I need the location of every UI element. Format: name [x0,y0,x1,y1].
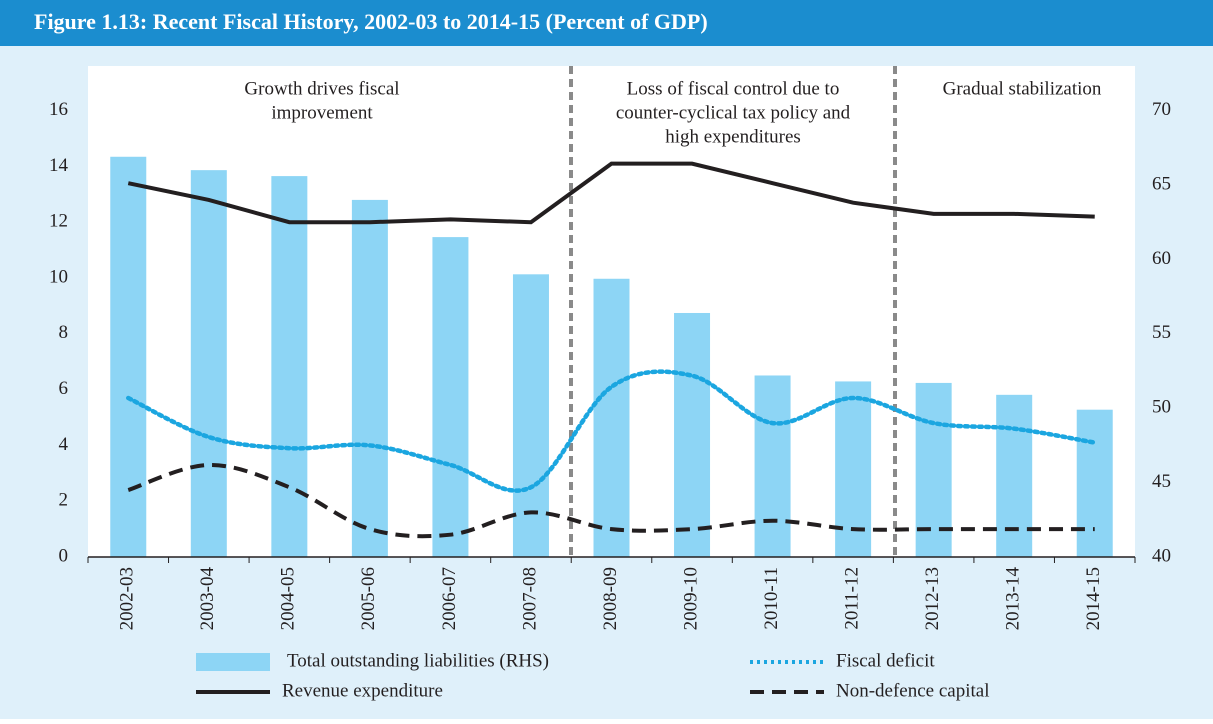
y2-tick-label: 70 [1152,99,1171,120]
x-tick-label: 2003-04 [197,567,218,631]
series-line [127,161,1095,225]
bar [996,394,1033,557]
legend-swatch [196,653,270,671]
bar [674,312,711,557]
y-tick-label: 4 [59,434,69,455]
x-tick-label: 2009-10 [680,567,701,630]
x-tick-label: 2013-14 [1003,567,1024,631]
y-tick-label: 16 [49,99,68,120]
annotation: high expenditures [665,126,801,147]
legend-label: Total outstanding liabilities (RHS) [287,650,549,671]
y2-tick-label: 40 [1152,545,1171,566]
annotation: improvement [271,102,373,123]
y-tick-label: 10 [49,266,68,287]
title-bar [0,0,1213,46]
annotation: Loss of fiscal control due to [627,78,840,99]
legend-label: Fiscal deficit [836,650,935,671]
y-tick-label: 14 [49,155,69,176]
bar [593,278,630,557]
x-tick-label: 2006-07 [439,567,460,630]
annotation: Growth drives fiscal [244,78,399,99]
x-tick-label: 2011-12 [841,567,862,630]
y-tick-label: 12 [49,211,68,232]
x-tick-label: 2005-06 [358,567,379,630]
legend-label: Revenue expenditure [282,680,443,701]
bar [351,199,388,557]
bar [190,170,227,557]
x-tick-label: 2007-08 [519,567,540,630]
y2-tick-label: 65 [1152,173,1171,194]
y-tick-label: 0 [59,545,69,566]
series-line [127,462,1095,539]
bar [271,176,308,557]
bar [1076,409,1113,557]
y2-tick-label: 55 [1152,322,1171,343]
annotation: Gradual stabilization [943,78,1102,99]
y-tick-label: 8 [59,322,69,343]
bar [512,274,549,557]
x-tick-label: 2010-11 [761,567,782,630]
y2-tick-label: 50 [1152,397,1171,418]
annotation: counter-cyclical tax policy and [616,102,851,123]
y2-tick-label: 45 [1152,471,1171,492]
x-tick-label: 2012-13 [922,567,943,630]
y2-tick-label: 60 [1152,248,1171,269]
x-tick-label: 2014-15 [1083,567,1104,630]
y-tick-label: 6 [59,378,69,399]
y-tick-label: 2 [59,490,69,511]
series-line [126,369,1097,493]
bar [754,375,791,557]
chart-title: Figure 1.13: Recent Fiscal History, 2002… [34,9,708,34]
x-tick-label: 2004-05 [278,567,299,630]
bar [110,156,147,557]
legend-label: Non-defence capital [836,680,990,701]
x-tick-label: 2008-09 [600,567,621,630]
x-tick-label: 2002-03 [117,567,138,630]
bar [432,237,469,557]
